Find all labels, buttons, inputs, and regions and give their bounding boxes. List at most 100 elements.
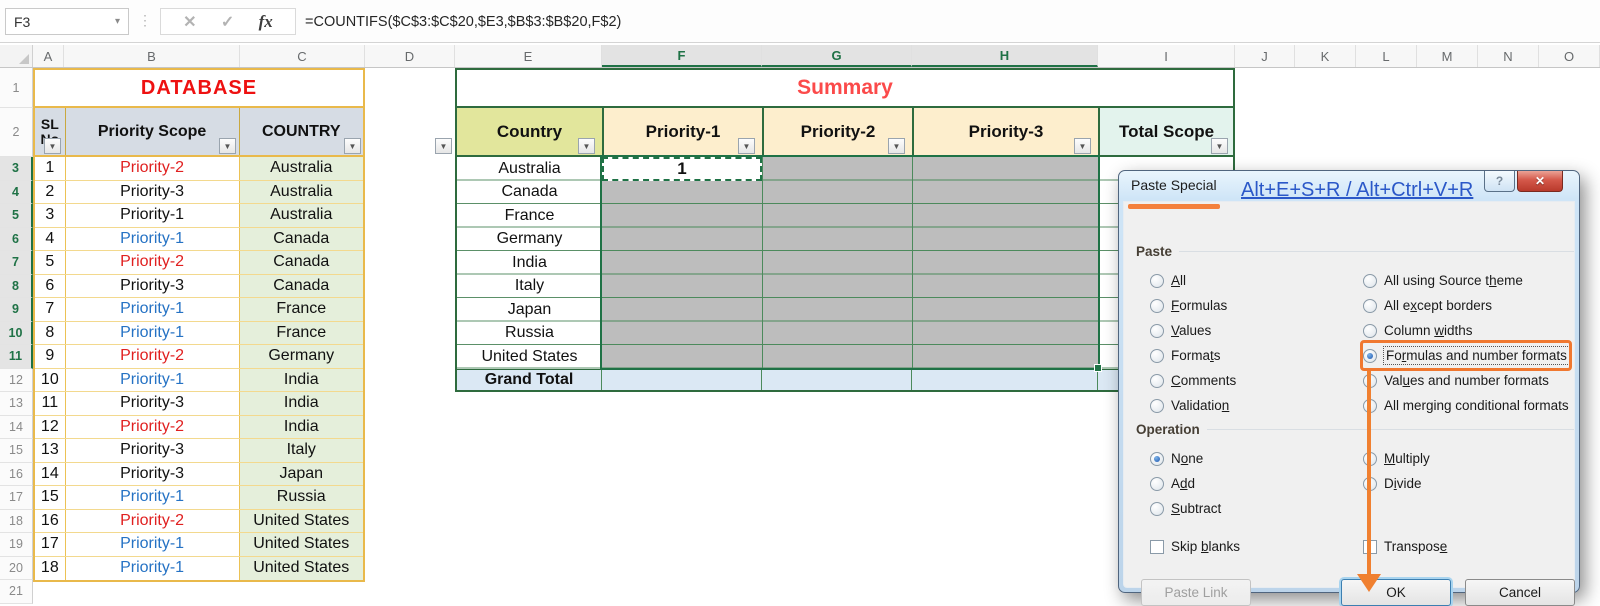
- selected-range[interactable]: [602, 157, 1098, 369]
- cell-sl-no[interactable]: 11: [35, 392, 66, 415]
- summary-country-cell[interactable]: Canada: [501, 183, 558, 201]
- cell-country[interactable]: India: [239, 415, 363, 438]
- radio-option[interactable]: Divide: [1363, 471, 1430, 496]
- radio-icon[interactable]: [1363, 348, 1377, 363]
- cell-priority-scope[interactable]: Priority-1: [66, 486, 240, 509]
- cell-country[interactable]: United States: [239, 556, 363, 580]
- row-header[interactable]: 12: [0, 368, 33, 392]
- cell-sl-no[interactable]: 10: [35, 368, 66, 391]
- summary-country-cell[interactable]: France: [504, 206, 555, 224]
- filter-icon[interactable]: ▼: [738, 138, 755, 154]
- radio-option[interactable]: All using Source theme: [1363, 268, 1569, 293]
- cell-country[interactable]: Italy: [239, 439, 363, 462]
- cell-priority-scope[interactable]: Priority-2: [66, 251, 240, 274]
- checkbox-option[interactable]: Skip blanks: [1150, 534, 1240, 559]
- radio-icon[interactable]: [1363, 398, 1377, 413]
- radio-icon[interactable]: [1150, 298, 1164, 313]
- radio-icon[interactable]: [1150, 373, 1164, 388]
- column-header-l[interactable]: L: [1356, 45, 1417, 67]
- column-header-n[interactable]: N: [1478, 45, 1539, 67]
- chevron-down-icon[interactable]: ▾: [114, 16, 120, 27]
- cell-country[interactable]: France: [239, 298, 363, 321]
- filter-icon[interactable]: ▼: [44, 138, 61, 154]
- row-header[interactable]: 2: [0, 108, 33, 157]
- cell-country[interactable]: Australia: [239, 180, 363, 203]
- summary-country-cell[interactable]: Japan: [507, 300, 552, 318]
- cell-country[interactable]: Canada: [239, 251, 363, 274]
- summary-country-cell[interactable]: Italy: [514, 277, 545, 295]
- row-header[interactable]: 8: [0, 274, 33, 298]
- column-header-a[interactable]: A: [33, 45, 64, 67]
- close-icon[interactable]: ✕: [1517, 171, 1563, 192]
- cell-priority-scope[interactable]: Priority-1: [66, 298, 240, 321]
- radio-option[interactable]: Formulas: [1150, 293, 1236, 318]
- cell-priority-scope[interactable]: Priority-1: [66, 368, 240, 391]
- radio-option[interactable]: Formulas and number formats: [1363, 343, 1570, 368]
- radio-option[interactable]: Validation: [1150, 393, 1236, 418]
- cell-sl-no[interactable]: 16: [35, 509, 66, 532]
- cell-priority-scope[interactable]: Priority-1: [66, 533, 240, 556]
- cell-sl-no[interactable]: 3: [35, 204, 66, 227]
- column-header-b[interactable]: B: [64, 45, 240, 67]
- radio-icon[interactable]: [1363, 273, 1377, 288]
- checkbox-option[interactable]: Transpose: [1363, 534, 1447, 559]
- paste-link-button[interactable]: Paste Link: [1141, 579, 1251, 606]
- radio-option[interactable]: Comments: [1150, 368, 1236, 393]
- row-header[interactable]: 16: [0, 462, 33, 486]
- fill-handle[interactable]: [1094, 364, 1102, 372]
- cell-sl-no[interactable]: 18: [35, 556, 66, 580]
- cell-country[interactable]: Canada: [239, 274, 363, 297]
- cell-sl-no[interactable]: 8: [35, 321, 66, 344]
- row-header[interactable]: 6: [0, 227, 33, 251]
- cell-priority-scope[interactable]: Priority-2: [66, 509, 240, 532]
- column-header-g[interactable]: G: [762, 45, 912, 67]
- cell-country[interactable]: India: [239, 368, 363, 391]
- column-header-e[interactable]: E: [455, 45, 602, 67]
- cell-country[interactable]: Australia: [239, 157, 363, 180]
- grand-total-cell[interactable]: [762, 369, 912, 390]
- cell-country[interactable]: United States: [239, 533, 363, 556]
- row-header[interactable]: 17: [0, 486, 33, 510]
- cell-sl-no[interactable]: 1: [35, 157, 66, 180]
- radio-icon[interactable]: [1363, 323, 1377, 338]
- row-header[interactable]: 20: [0, 556, 33, 580]
- row-header[interactable]: 7: [0, 251, 33, 275]
- radio-icon[interactable]: [1363, 476, 1377, 491]
- cell-priority-scope[interactable]: Priority-1: [66, 556, 240, 580]
- radio-option[interactable]: Column widths: [1363, 318, 1569, 343]
- filter-icon[interactable]: ▼: [888, 138, 905, 154]
- column-header-o[interactable]: O: [1539, 45, 1600, 67]
- cell-sl-no[interactable]: 13: [35, 439, 66, 462]
- grand-total-cell[interactable]: [912, 369, 1098, 390]
- cell-sl-no[interactable]: 2: [35, 180, 66, 203]
- summary-country-cell[interactable]: Australia: [498, 159, 561, 177]
- cell-country[interactable]: France: [239, 321, 363, 344]
- radio-icon[interactable]: [1363, 451, 1377, 466]
- name-box[interactable]: F3 ▾: [5, 8, 129, 35]
- summary-country-cell[interactable]: United States: [481, 347, 578, 365]
- summary-country-cell[interactable]: Russia: [505, 324, 554, 342]
- radio-icon[interactable]: [1150, 476, 1164, 491]
- column-header-m[interactable]: M: [1417, 45, 1478, 67]
- filter-icon[interactable]: ▼: [1211, 138, 1228, 154]
- cell-priority-scope[interactable]: Priority-2: [66, 157, 240, 180]
- filter-icon[interactable]: ▼: [435, 138, 452, 154]
- radio-icon[interactable]: [1150, 348, 1164, 363]
- summary-country-cell[interactable]: India: [512, 253, 547, 271]
- radio-option[interactable]: Add: [1150, 471, 1221, 496]
- row-header[interactable]: 18: [0, 509, 33, 533]
- row-header[interactable]: 19: [0, 533, 33, 557]
- cell-country[interactable]: Australia: [239, 204, 363, 227]
- cell-priority-scope[interactable]: Priority-3: [66, 462, 240, 485]
- summary-country-cell[interactable]: Germany: [496, 230, 563, 248]
- cancel-button[interactable]: Cancel: [1465, 579, 1575, 606]
- row-header[interactable]: 13: [0, 392, 33, 416]
- cell-country[interactable]: Canada: [239, 227, 363, 250]
- radio-option[interactable]: Formats: [1150, 343, 1236, 368]
- row-header[interactable]: 9: [0, 298, 33, 322]
- radio-icon[interactable]: [1150, 273, 1164, 288]
- select-all-corner[interactable]: [0, 45, 33, 67]
- filter-icon[interactable]: ▼: [344, 138, 361, 154]
- cell-sl-no[interactable]: 12: [35, 415, 66, 438]
- radio-option[interactable]: All: [1150, 268, 1236, 293]
